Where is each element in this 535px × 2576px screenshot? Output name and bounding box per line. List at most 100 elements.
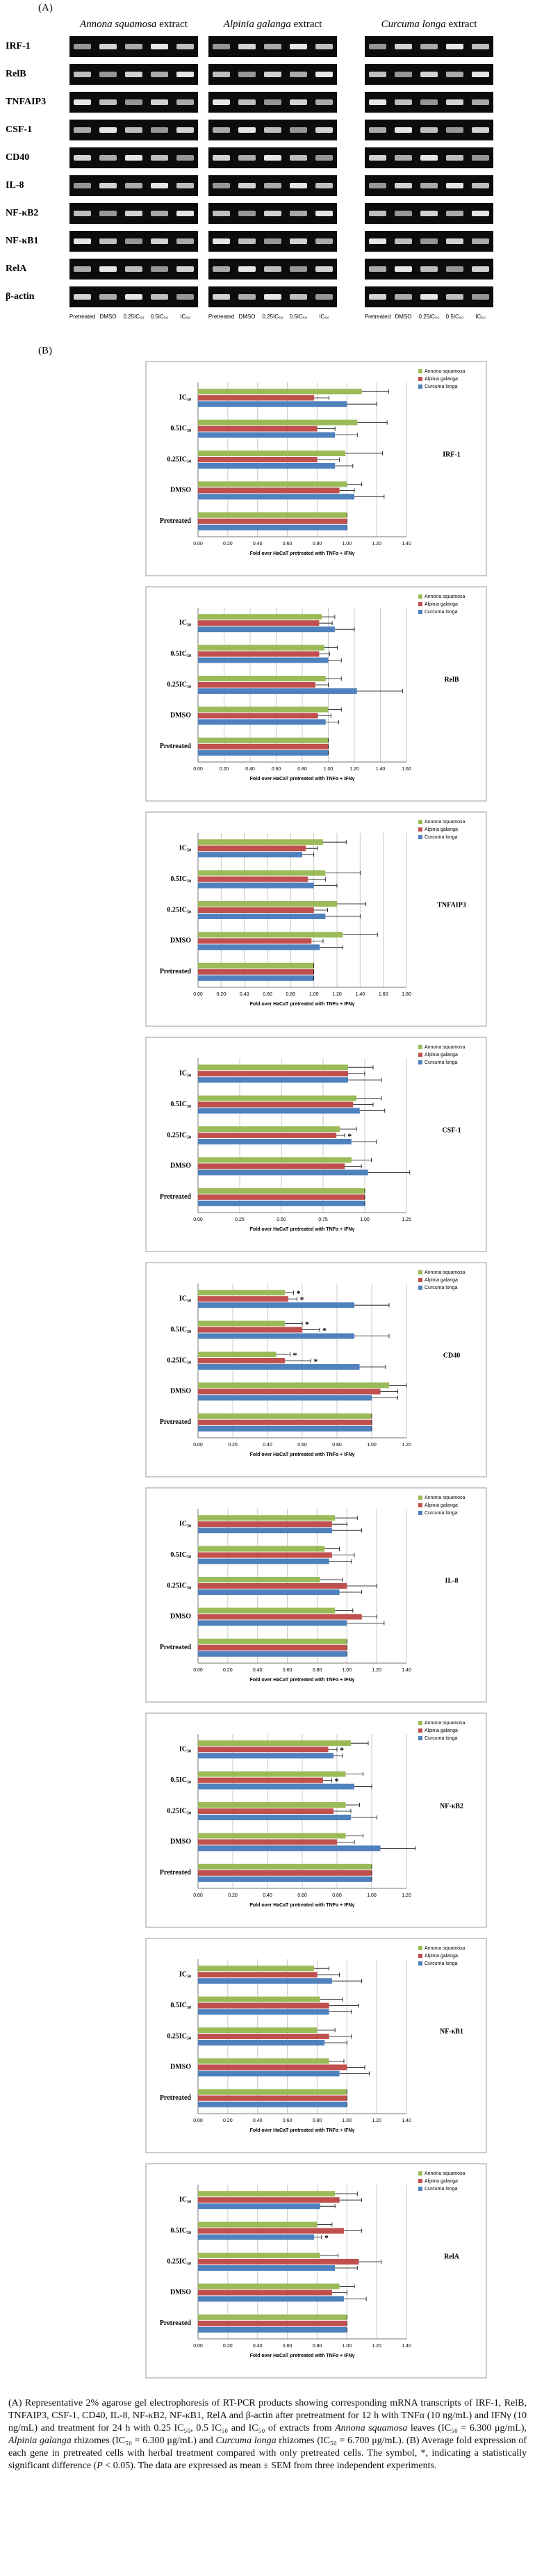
error-bar	[325, 914, 361, 918]
x-tick-label: 1.00	[309, 992, 319, 997]
error-bar	[354, 1303, 390, 1308]
extract-header: Alpinia galanga extract	[223, 19, 322, 30]
bar	[198, 2259, 359, 2265]
legend-label: Annona squamosa	[425, 1270, 465, 1275]
category-label: Pretreated	[160, 1644, 192, 1651]
error-bar	[351, 1815, 377, 1820]
gel-band	[176, 238, 194, 244]
category-label: DMSO	[170, 487, 191, 494]
extract-header: Curcuma longa extract	[381, 19, 478, 30]
x-tick-label: 0.20	[223, 2344, 233, 2349]
gel-band	[315, 211, 333, 216]
gel-band	[74, 266, 91, 272]
category-label: Pretreated	[160, 1869, 192, 1877]
legend-swatch	[418, 1736, 422, 1740]
chart-title: TNFAIP3	[437, 901, 466, 909]
significance-mark: *	[305, 1319, 309, 1329]
gel-band	[125, 266, 142, 272]
gel-band	[74, 183, 91, 188]
bar	[198, 1747, 329, 1753]
legend-label: Curcuma longa	[425, 1286, 458, 1290]
error-bar	[339, 2071, 370, 2076]
gel-band	[395, 44, 412, 49]
error-bar	[328, 658, 342, 663]
gene-label: β-actin	[6, 291, 35, 302]
x-tick-label: 1.25	[402, 1217, 411, 1222]
gel-band	[213, 294, 230, 300]
bar	[198, 1644, 347, 1651]
category-label: IC₅₀	[179, 1520, 191, 1528]
category-label: 0.5IC₅₀	[170, 2002, 191, 2009]
bar	[198, 426, 318, 432]
gel-band	[99, 72, 117, 77]
lane-label: IC₅₀	[319, 314, 329, 320]
bar	[198, 2326, 347, 2333]
significance-mark: *	[300, 1295, 304, 1304]
bar	[198, 1521, 332, 1528]
error-bar	[345, 1833, 363, 1838]
text-part: Annona squamosa	[79, 19, 156, 30]
x-tick-label: 1.20	[372, 2119, 381, 2123]
bar	[198, 1845, 381, 1852]
gel-band	[290, 155, 307, 161]
gel-band	[213, 238, 230, 244]
x-tick-label: 0.20	[228, 1443, 238, 1448]
gel-band	[264, 266, 281, 272]
legend-label: Annona squamosa	[425, 1946, 465, 1951]
bar	[198, 1413, 372, 1419]
bar	[198, 839, 323, 845]
error-bar	[329, 2059, 345, 2064]
error-bar	[315, 683, 329, 687]
gel-band	[395, 266, 412, 272]
gel-band	[151, 183, 168, 188]
category-label: 0.25IC₅₀	[167, 1807, 191, 1815]
x-tick-label: 1.00	[342, 2344, 352, 2349]
error-bar	[302, 852, 315, 857]
gel-band	[395, 211, 412, 216]
bar	[198, 2197, 340, 2203]
error-bar	[314, 396, 329, 400]
legend-label: Annona squamosa	[425, 820, 465, 825]
bar	[198, 657, 329, 663]
lane-label: 0.25IC₅₀	[418, 314, 439, 320]
x-tick-label: 0.00	[193, 542, 203, 546]
error-bar	[368, 1170, 411, 1175]
bar	[198, 1388, 381, 1395]
gel-band	[472, 72, 489, 77]
error-bar	[317, 2222, 333, 2227]
x-tick-label: 0.00	[193, 1217, 203, 1222]
gel-band	[176, 266, 194, 272]
gel-band	[472, 127, 489, 133]
gel-band	[290, 266, 307, 272]
gel-band	[125, 44, 142, 49]
error-bar	[324, 1546, 340, 1551]
caption: (A) Representative 2% agarose gel electr…	[8, 2397, 527, 2472]
category-label: IC₅₀	[179, 619, 191, 626]
error-bar	[306, 846, 318, 851]
bar	[198, 944, 320, 950]
gel-band	[125, 127, 142, 133]
gel-band	[151, 238, 168, 244]
lane-label: DMSO	[239, 314, 256, 320]
legend-swatch	[418, 1503, 422, 1507]
bar	[198, 2320, 347, 2326]
bar	[198, 1157, 352, 1163]
gel-band	[446, 294, 463, 300]
chart-title: IRF-1	[443, 451, 461, 458]
x-tick-label: 1.00	[367, 1893, 377, 1898]
bar	[198, 743, 329, 750]
gene-label: RelB	[6, 69, 26, 79]
error-bar	[331, 1528, 363, 1533]
error-bar	[343, 932, 378, 937]
significance-mark: *	[324, 2233, 329, 2242]
bar	[198, 1972, 318, 1978]
bar	[198, 2234, 315, 2240]
category-label: DMSO	[170, 937, 191, 945]
category-label: Pretreated	[160, 2094, 192, 2102]
bar	[198, 2296, 344, 2302]
gel-band	[213, 211, 230, 216]
bar	[198, 1815, 351, 1820]
bar	[198, 1552, 332, 1558]
bar	[198, 852, 302, 858]
x-tick-label: 1.80	[402, 992, 411, 997]
